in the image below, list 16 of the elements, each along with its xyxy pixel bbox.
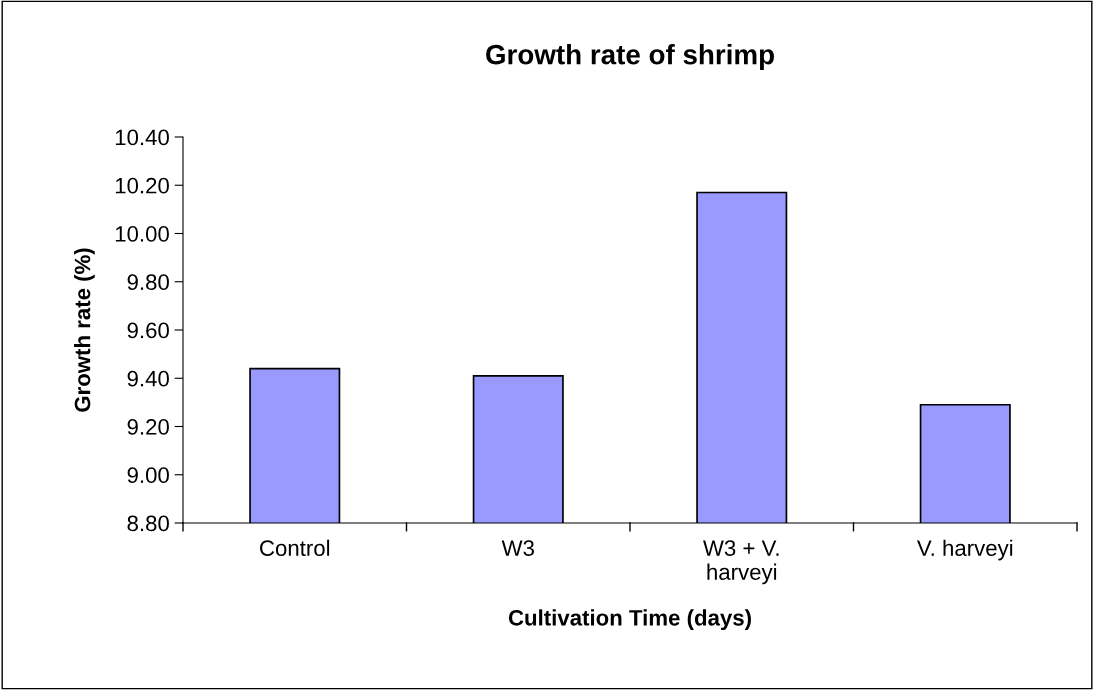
chart-title: Growth rate of shrimp xyxy=(486,44,774,70)
y-tick-label: 9.20 xyxy=(127,419,169,435)
y-tick-label: 9.00 xyxy=(127,467,169,484)
y-tick-label: 8.80 xyxy=(127,515,169,532)
x-tick-label: W3 + V. harveyi xyxy=(703,540,779,585)
y-tick-label: 9.40 xyxy=(127,370,169,387)
y-tick-label: 10.40 xyxy=(115,129,169,146)
x-tick-label: V. harveyi xyxy=(916,539,1013,561)
y-tick-label: 9.80 xyxy=(127,274,169,291)
x-axis-title: Cultivation Time (days) xyxy=(508,609,751,631)
y-tick-label: 10.20 xyxy=(115,177,169,194)
y-axis-title: Growth rate (%) xyxy=(74,248,95,412)
x-tick-label: W3 xyxy=(501,540,534,556)
y-tick-label: 10.00 xyxy=(115,226,169,242)
y-tick-label: 9.60 xyxy=(127,322,169,339)
x-tick-label: Control xyxy=(260,539,330,556)
